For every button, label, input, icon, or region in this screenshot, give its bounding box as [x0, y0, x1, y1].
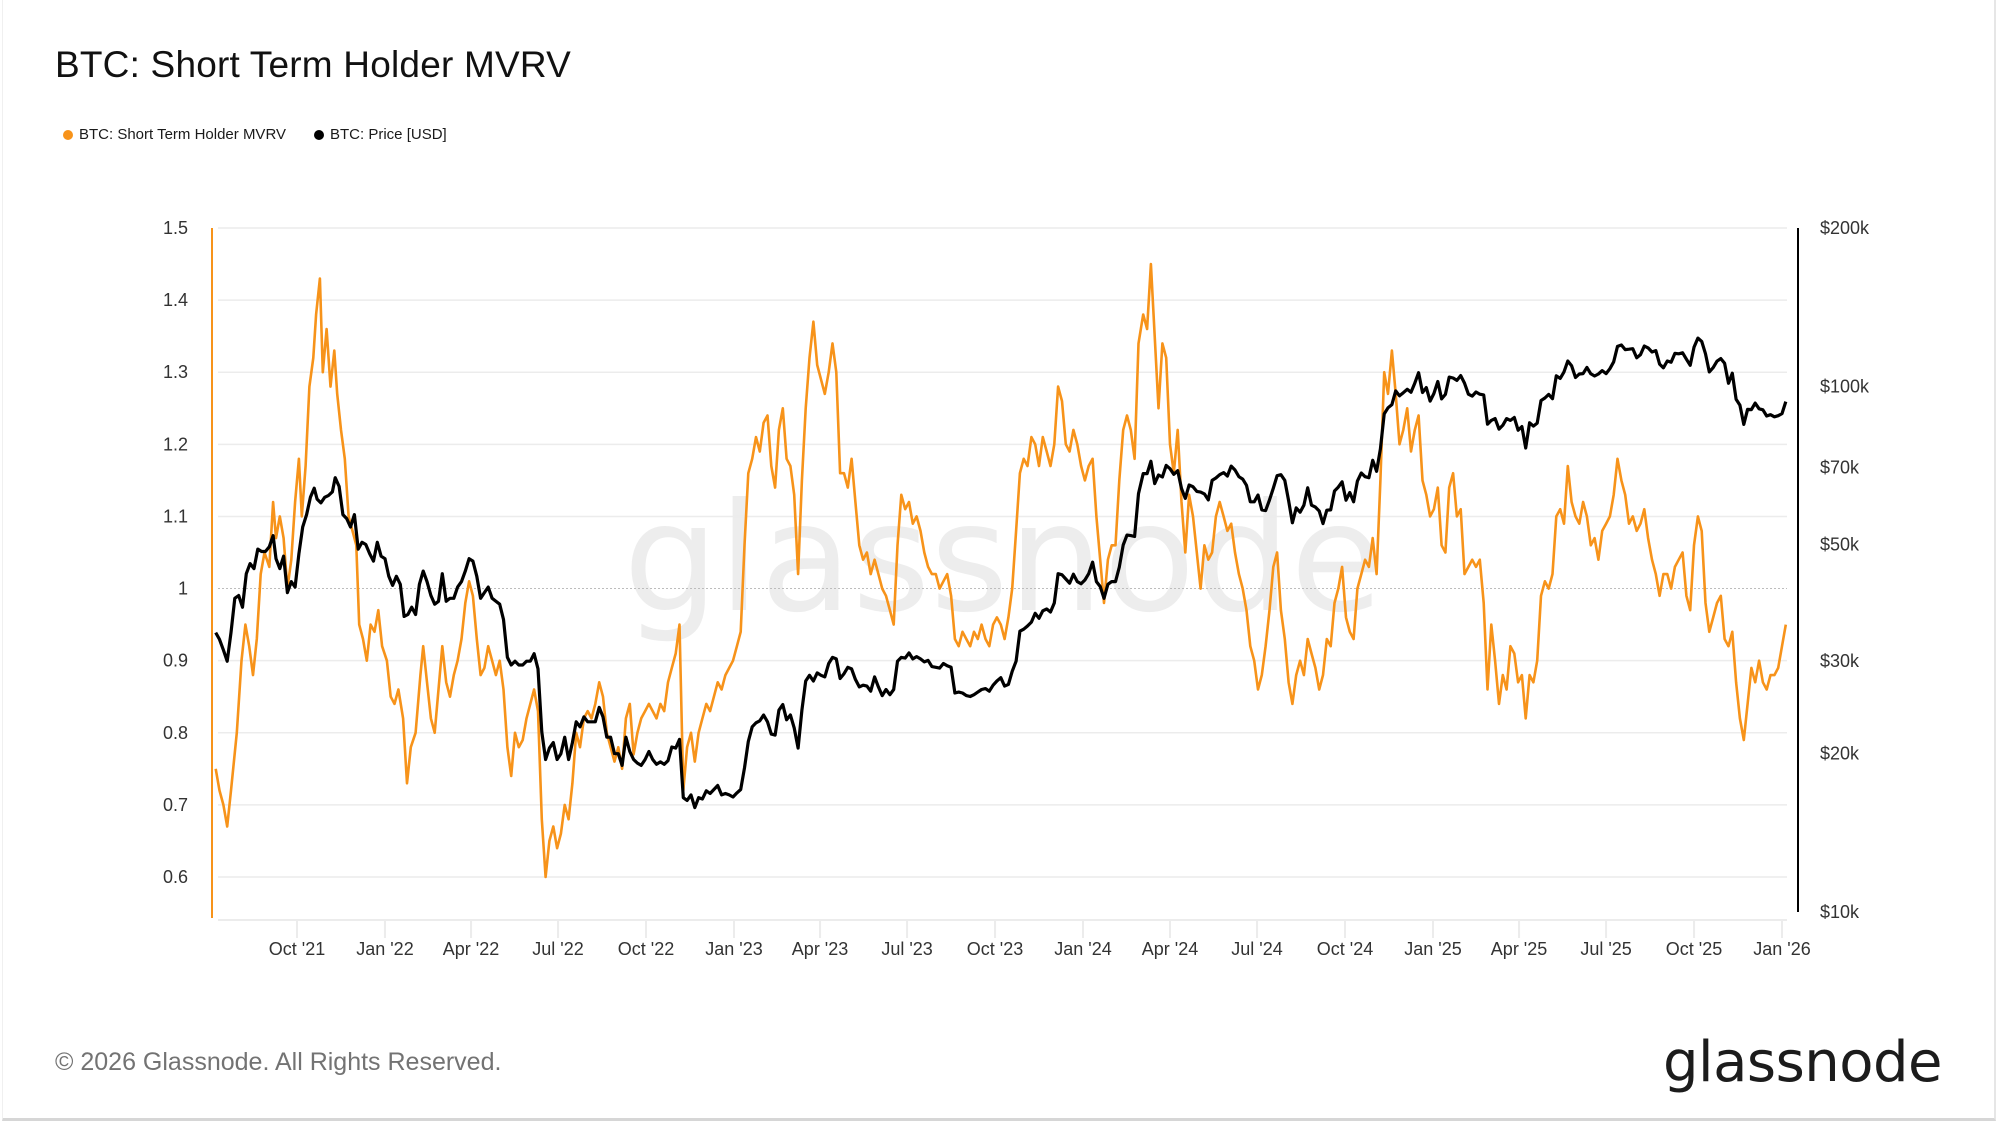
y-left-tick-label: 0.9	[163, 651, 188, 671]
legend-item-price[interactable]: BTC: Price [USD]	[314, 126, 447, 143]
y-left-tick-label: 1	[178, 579, 188, 599]
series-line-price	[214, 336, 1788, 810]
x-tick-label: Jul '24	[1231, 939, 1282, 959]
x-tick-label: Apr '23	[792, 939, 848, 959]
y-axis-right: $200k $100k $70k $50k $30k $20k $10k	[1797, 218, 1870, 922]
x-tick-label: Oct '25	[1666, 939, 1722, 959]
legend-dot-mvrv-icon	[63, 129, 73, 140]
chart-plot[interactable]: glassnode Oct '21 Jan '22 Apr '22 Jul '22 Oc…	[3, 0, 2000, 1010]
chart-title: BTC: Short Term Holder MVRV	[55, 44, 572, 85]
legend: BTC: Short Term Holder MVRV BTC: Price […	[63, 126, 447, 143]
y-right-tick-label: $70k	[1820, 458, 1860, 478]
y-axis-left: 1.5 1.4 1.3 1.2 1.1 1 0.9 0.8 0.7 0.6	[163, 218, 213, 918]
x-tick-label: Apr '22	[443, 939, 499, 959]
legend-item-mvrv[interactable]: BTC: Short Term Holder MVRV	[63, 126, 286, 143]
legend-dot-price-icon	[314, 129, 325, 140]
glassnode-logo: glassnode	[1662, 1030, 1943, 1095]
x-tick-label: Jan '23	[705, 939, 762, 959]
x-tick-label: Oct '22	[618, 939, 674, 959]
y-left-tick-label: 1.1	[163, 506, 188, 526]
legend-label-mvrv: BTC: Short Term Holder MVRV	[79, 126, 287, 143]
x-tick-label: Jul '25	[1580, 939, 1631, 959]
x-tick-label: Apr '24	[1142, 939, 1198, 959]
y-left-tick-label: 1.2	[163, 434, 188, 454]
y-right-tick-label: $200k	[1820, 218, 1870, 238]
y-left-tick-label: 1.4	[163, 290, 188, 310]
x-tick-label: Jan '22	[356, 939, 413, 959]
y-right-tick-label: $100k	[1820, 376, 1870, 396]
copyright-text: © 2026 Glassnode. All Rights Reserved.	[55, 1048, 502, 1076]
series-line-mvrv	[214, 262, 1788, 879]
x-tick-label: Jan '26	[1753, 939, 1810, 959]
y-left-tick-label: 0.6	[163, 867, 188, 887]
y-right-tick-label: $20k	[1820, 744, 1860, 764]
y-right-tick-label: $30k	[1820, 651, 1860, 671]
x-tick-label: Oct '21	[269, 939, 325, 959]
x-tick-label: Oct '23	[967, 939, 1023, 959]
x-tick-label: Jul '23	[881, 939, 932, 959]
y-left-tick-label: 0.8	[163, 723, 188, 743]
y-left-tick-label: 1.5	[163, 218, 188, 238]
y-right-tick-label: $10k	[1820, 902, 1860, 922]
x-tick-label: Oct '24	[1317, 939, 1373, 959]
x-tick-label: Jul '22	[532, 939, 583, 959]
x-axis: Oct '21 Jan '22 Apr '22 Jul '22 Oct '22 Jan '…	[269, 920, 1811, 959]
x-tick-label: Jan '25	[1404, 939, 1461, 959]
legend-label-price: BTC: Price [USD]	[330, 126, 447, 143]
y-left-tick-label: 1.3	[163, 362, 188, 382]
y-right-tick-label: $50k	[1820, 535, 1860, 555]
y-left-tick-label: 0.7	[163, 795, 188, 815]
x-tick-label: Jan '24	[1054, 939, 1111, 959]
x-tick-label: Apr '25	[1491, 939, 1547, 959]
series-group	[214, 262, 1788, 879]
